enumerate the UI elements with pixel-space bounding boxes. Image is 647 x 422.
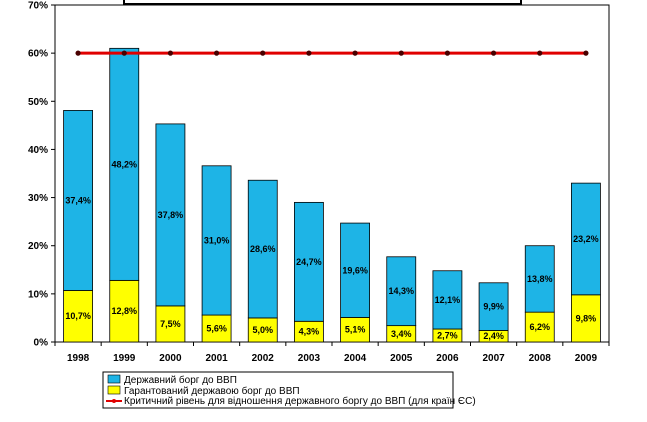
critical-line (75, 50, 589, 56)
x-tick-label: 2001 (205, 353, 228, 364)
plot-area (54, 4, 610, 343)
data-label-guaranteed-debt: 9,8% (576, 313, 597, 323)
bar-state-debt (524, 245, 555, 313)
bar-guaranteed-debt (201, 314, 232, 343)
legend-swatch-guaranteed-debt (107, 385, 121, 395)
y-tick-label: 70% (28, 1, 48, 12)
bar-guaranteed-debt (109, 279, 140, 343)
bar-guaranteed-debt (340, 317, 370, 343)
data-label-state-debt: 48,2% (111, 159, 137, 169)
data-label-guaranteed-debt: 5,1% (345, 325, 366, 335)
data-label-state-debt: 37,8% (158, 210, 184, 220)
data-label-state-debt: 12,1% (435, 295, 461, 305)
critical-level-point (121, 50, 127, 56)
critical-level-point (537, 50, 543, 56)
data-label-guaranteed-debt: 6,2% (529, 322, 550, 332)
data-label-state-debt: 37,4% (65, 195, 91, 205)
x-tick-label: 1999 (113, 353, 136, 364)
bars: 10,7% 37,4% 12,8% 48,2% 7,5% 37,8% 5,6% 31,0% 5,… (63, 47, 601, 343)
data-label-guaranteed-debt: 7,5% (160, 319, 181, 329)
legend-label-state-debt: Державний борг до ВВП (124, 374, 237, 386)
y-axis: 0% 10% 20% 30% 40% 50% 60% 70% (28, 1, 55, 349)
x-tick-label: 2006 (436, 353, 459, 364)
critical-level-point (213, 50, 220, 56)
bar-state-debt (340, 222, 370, 318)
bar-state-debt (386, 256, 417, 327)
x-tick-label: 2002 (252, 353, 275, 364)
bar-state-debt (571, 182, 601, 296)
data-label-guaranteed-debt: 4,3% (299, 327, 320, 337)
legend-label-critical: Критичний рівень для відношення державно… (124, 395, 476, 407)
x-axis: 1998 1999 2000 2001 2002 2003 2004 2005 2006 2007… (54, 342, 610, 364)
bar-guaranteed-debt (571, 294, 601, 343)
x-tick-label: 2004 (344, 353, 367, 364)
legend: Державний борг до ВВП Гарантований держа… (102, 371, 476, 409)
data-label-guaranteed-debt: 12,8% (111, 306, 137, 316)
title-box-remnant (123, 0, 522, 5)
data-label-state-debt: 23,2% (573, 234, 599, 244)
x-tick-label: 2009 (575, 353, 598, 364)
bar-state-debt (432, 270, 463, 330)
y-tick-label: 0% (34, 338, 49, 349)
legend-frame (102, 371, 454, 409)
data-label-guaranteed-debt: 3,4% (391, 329, 412, 339)
bar-state-debt (109, 47, 140, 281)
y-tick-label: 50% (28, 97, 48, 108)
critical-level-point (352, 50, 358, 56)
critical-level-point (75, 50, 81, 56)
bar-guaranteed-debt (63, 290, 93, 343)
x-tick-label: 2008 (529, 353, 552, 364)
data-label-state-debt: 14,3% (388, 286, 414, 296)
legend-marker-critical (112, 399, 116, 403)
critical-level-point (444, 50, 451, 56)
critical-level-point (260, 50, 266, 56)
data-label-guaranteed-debt: 2,4% (483, 331, 504, 341)
x-tick-label: 1998 (67, 353, 90, 364)
bar-state-debt (294, 201, 324, 322)
legend-swatch-state-debt (107, 374, 121, 384)
critical-level-point (306, 50, 312, 56)
critical-level-point (167, 50, 174, 56)
y-tick-label: 60% (28, 49, 48, 60)
bar-state-debt (63, 110, 93, 291)
data-label-guaranteed-debt: 5,0% (252, 325, 273, 335)
bar-state-debt (201, 165, 232, 316)
bar-state-debt (247, 179, 278, 319)
y-tick-label: 10% (28, 289, 48, 300)
data-label-state-debt: 13,8% (527, 274, 553, 284)
critical-level-point (583, 50, 589, 56)
bar-state-debt (478, 282, 509, 331)
y-tick-label: 40% (28, 145, 48, 156)
data-label-state-debt: 9,9% (483, 302, 504, 312)
x-tick-label: 2005 (390, 353, 413, 364)
data-label-guaranteed-debt: 10,7% (65, 311, 91, 321)
data-label-guaranteed-debt: 5,6% (206, 324, 227, 334)
critical-level-point (398, 50, 404, 56)
y-tick-label: 20% (28, 241, 48, 252)
bar-state-debt (155, 123, 186, 307)
data-label-state-debt: 31,0% (204, 235, 230, 245)
x-tick-label: 2007 (482, 353, 505, 364)
x-tick-label: 2003 (298, 353, 321, 364)
data-label-state-debt: 24,7% (296, 257, 322, 267)
data-label-guaranteed-debt: 2,7% (437, 331, 458, 341)
legend-label-guaranteed-debt: Гарантований державою борг до ВВП (124, 385, 300, 397)
data-label-state-debt: 19,6% (342, 265, 368, 275)
data-label-state-debt: 28,6% (250, 244, 276, 254)
critical-level-point (490, 50, 497, 56)
x-tick-label: 2000 (159, 353, 182, 364)
y-tick-label: 30% (28, 193, 48, 204)
